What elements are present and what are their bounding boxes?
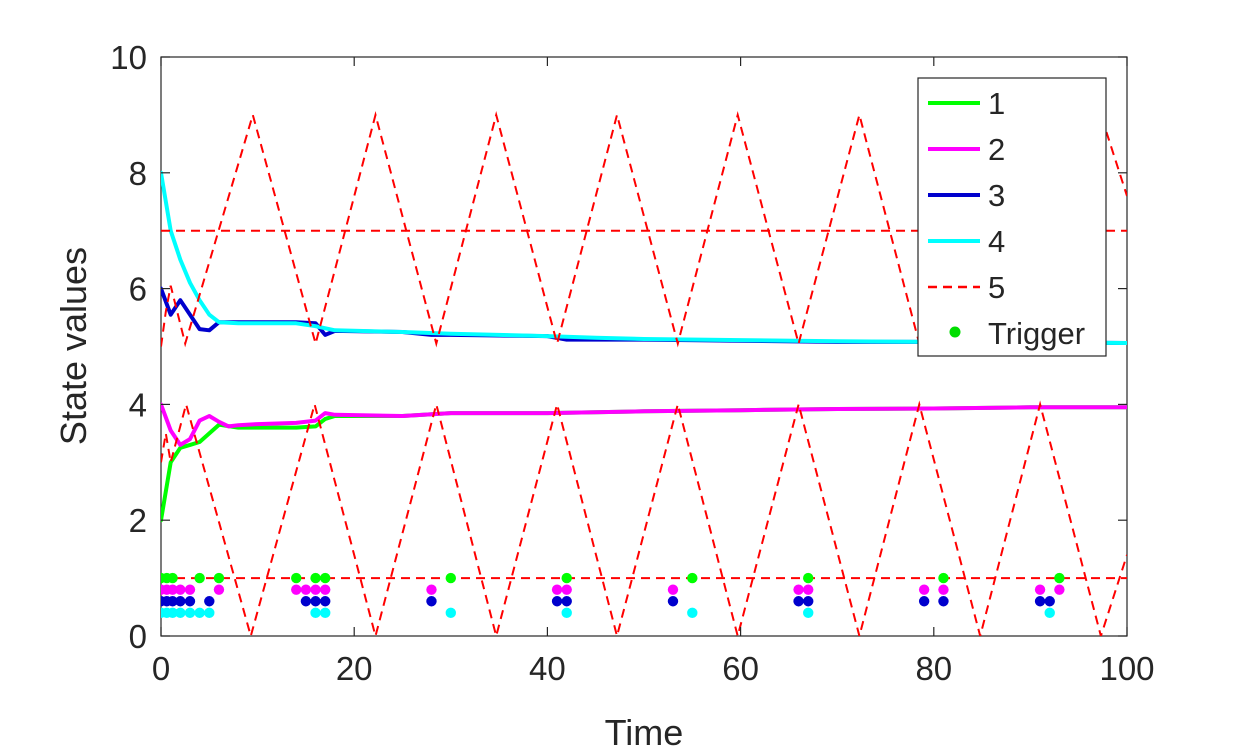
trigger-point-2-7 <box>310 596 321 607</box>
legend-label: Trigger <box>988 316 1085 351</box>
trigger-point-1-3 <box>175 584 186 595</box>
trigger-point-2-12 <box>667 596 679 607</box>
trigger-point-2-13 <box>793 596 804 607</box>
trigger-point-1-10 <box>426 584 437 595</box>
trigger-point-2-3 <box>175 596 186 607</box>
y-tick-label-2: 4 <box>129 386 147 423</box>
legend-box <box>917 77 1107 357</box>
legend-entry-Trigger: Trigger <box>949 316 1085 351</box>
trigger-point-1-11 <box>551 584 563 595</box>
trigger-point-1-6 <box>291 584 302 595</box>
legend-label: 1 <box>988 86 1005 121</box>
trigger-point-3-11 <box>687 607 698 619</box>
trigger-point-1-16 <box>918 584 930 595</box>
trigger-point-3-4 <box>184 607 196 619</box>
trigger-point-2-5 <box>204 596 215 607</box>
trigger-point-2-17 <box>1034 596 1046 607</box>
trigger-point-2-14 <box>803 596 814 607</box>
trigger-point-0-9 <box>561 572 572 584</box>
trigger-point-1-18 <box>1034 584 1046 595</box>
trigger-point-0-13 <box>1054 572 1065 584</box>
legend-label: 2 <box>988 132 1005 167</box>
legend-label: 5 <box>988 270 1005 305</box>
trigger-point-2-2 <box>167 596 178 607</box>
legend-entry-2: 2 <box>928 132 1005 167</box>
trigger-point-2-15 <box>918 596 930 607</box>
trigger-point-0-12 <box>938 572 949 584</box>
trigger-point-0-11 <box>803 572 814 584</box>
x-tick-label-1: 20 <box>336 650 373 687</box>
trigger-point-1-19 <box>1054 584 1065 595</box>
trigger-point-0-3 <box>194 572 205 584</box>
legend-label: 3 <box>988 178 1005 213</box>
x-tick-label-0: 0 <box>152 650 170 687</box>
y-tick-label-3: 6 <box>129 271 147 308</box>
trigger-point-0-2 <box>167 572 178 584</box>
trigger-point-3-10 <box>561 607 572 619</box>
trigger-point-1-12 <box>561 584 572 595</box>
trigger-point-0-5 <box>291 572 302 584</box>
trigger-point-3-2 <box>167 607 178 619</box>
legend-marker <box>949 326 961 338</box>
y-tick-label-5: 10 <box>110 39 147 76</box>
trigger-markers <box>161 572 1065 619</box>
x-tick-label-2: 40 <box>529 650 566 687</box>
y-axis-label: State values <box>53 247 94 445</box>
trigger-point-2-10 <box>551 596 563 607</box>
trigger-point-1-8 <box>310 584 321 595</box>
trigger-point-1-14 <box>793 584 804 595</box>
legend-label: 4 <box>988 224 1005 259</box>
trigger-point-2-6 <box>300 596 312 607</box>
series-line-4 <box>161 170 1127 345</box>
trigger-point-1-7 <box>300 584 312 595</box>
trigger-point-1-9 <box>320 584 331 595</box>
trigger-point-2-18 <box>1044 596 1055 607</box>
trigger-point-3-5 <box>194 607 205 619</box>
trigger-point-3-13 <box>1044 607 1055 619</box>
x-tick-label-5: 100 <box>1099 650 1154 687</box>
legend: 1 2 3 4 5 Trigger <box>917 77 1107 357</box>
y-tick-label-4: 8 <box>129 155 147 192</box>
trigger-point-1-2 <box>167 584 178 595</box>
legend-entry-5: 5 <box>928 270 1005 305</box>
legend-entry-4: 4 <box>928 224 1005 259</box>
y-tick-label-0: 0 <box>129 618 147 655</box>
trigger-point-0-4 <box>213 572 225 584</box>
trigger-point-2-9 <box>426 596 437 607</box>
trigger-point-1-15 <box>803 584 814 595</box>
trigger-point-1-13 <box>667 584 679 595</box>
trigger-point-3-8 <box>320 607 331 619</box>
trigger-point-2-8 <box>320 596 331 607</box>
trigger-point-3-12 <box>803 607 814 619</box>
legend-entry-3: 3 <box>928 178 1005 213</box>
trigger-point-3-7 <box>310 607 321 619</box>
trigger-point-1-4 <box>184 584 196 595</box>
y-tick-label-1: 2 <box>129 502 147 539</box>
trigger-point-3-3 <box>175 607 186 619</box>
trigger-point-3-6 <box>204 607 215 619</box>
lower-bound-line <box>161 400 1127 636</box>
trigger-point-0-10 <box>687 572 698 584</box>
trigger-point-3-9 <box>445 607 456 619</box>
trigger-point-1-17 <box>938 584 949 595</box>
legend-entry-1: 1 <box>928 86 1005 121</box>
series-line-2 <box>161 402 1127 447</box>
x-tick-label-3: 60 <box>722 650 759 687</box>
x-axis-label: Time <box>605 712 684 753</box>
trigger-point-2-11 <box>561 596 572 607</box>
trigger-point-2-4 <box>184 596 196 607</box>
trigger-point-1-5 <box>213 584 225 595</box>
trigger-point-0-8 <box>445 572 456 584</box>
trigger-point-0-6 <box>310 572 321 584</box>
x-tick-label-4: 80 <box>915 650 952 687</box>
series-5-bounds <box>161 110 1127 636</box>
trigger-point-2-16 <box>938 596 949 607</box>
trigger-point-0-7 <box>320 572 331 584</box>
